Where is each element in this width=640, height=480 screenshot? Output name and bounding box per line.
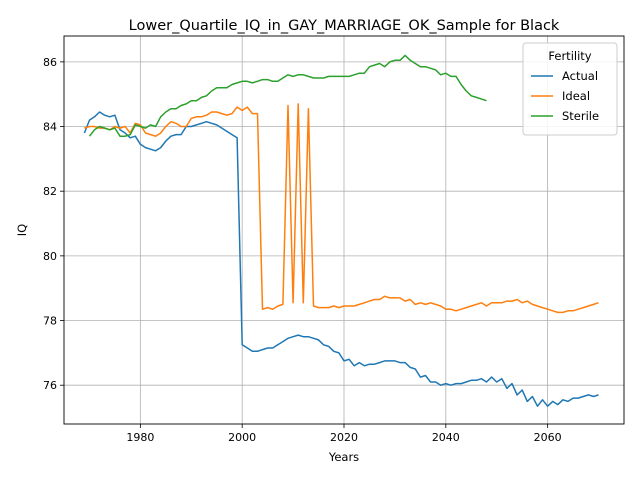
y-axis-label: IQ (15, 224, 29, 236)
x-tick-label: 2060 (534, 431, 562, 444)
x-tick-label: 2000 (228, 431, 256, 444)
chart-title: Lower_Quartile_IQ_in_GAY_MARRIAGE_OK_Sam… (129, 18, 560, 34)
series-lines (83, 54, 599, 407)
legend-box (522, 42, 618, 136)
x-tick-label: 1980 (126, 431, 154, 444)
legend-label-actual: Actual (562, 69, 598, 83)
legend-label-ideal: Ideal (562, 89, 590, 103)
y-tick-label: 86 (43, 56, 57, 69)
series-line-sterile (88, 54, 487, 137)
x-tick-label: 2020 (330, 431, 358, 444)
y-tick-label: 76 (43, 379, 57, 392)
y-tick-label: 78 (43, 315, 57, 328)
y-tick-label: 82 (43, 185, 57, 198)
y-axis: 76 78 80 82 84 86 (43, 56, 64, 392)
series-line-ideal (84, 103, 599, 314)
legend-title: Fertility (548, 49, 591, 63)
x-axis-label: Years (328, 450, 359, 464)
legend-label-sterile: Sterile (562, 109, 599, 123)
legend: Fertility Actual Ideal Sterile (522, 42, 618, 136)
x-tick-label: 2040 (432, 431, 460, 444)
series-line-actual (83, 111, 599, 407)
x-axis: 1980 2000 2020 2040 2060 (126, 424, 562, 444)
y-tick-label: 80 (43, 250, 57, 263)
legend-items: Actual Ideal Sterile (531, 69, 599, 123)
y-tick-label: 84 (43, 121, 57, 134)
